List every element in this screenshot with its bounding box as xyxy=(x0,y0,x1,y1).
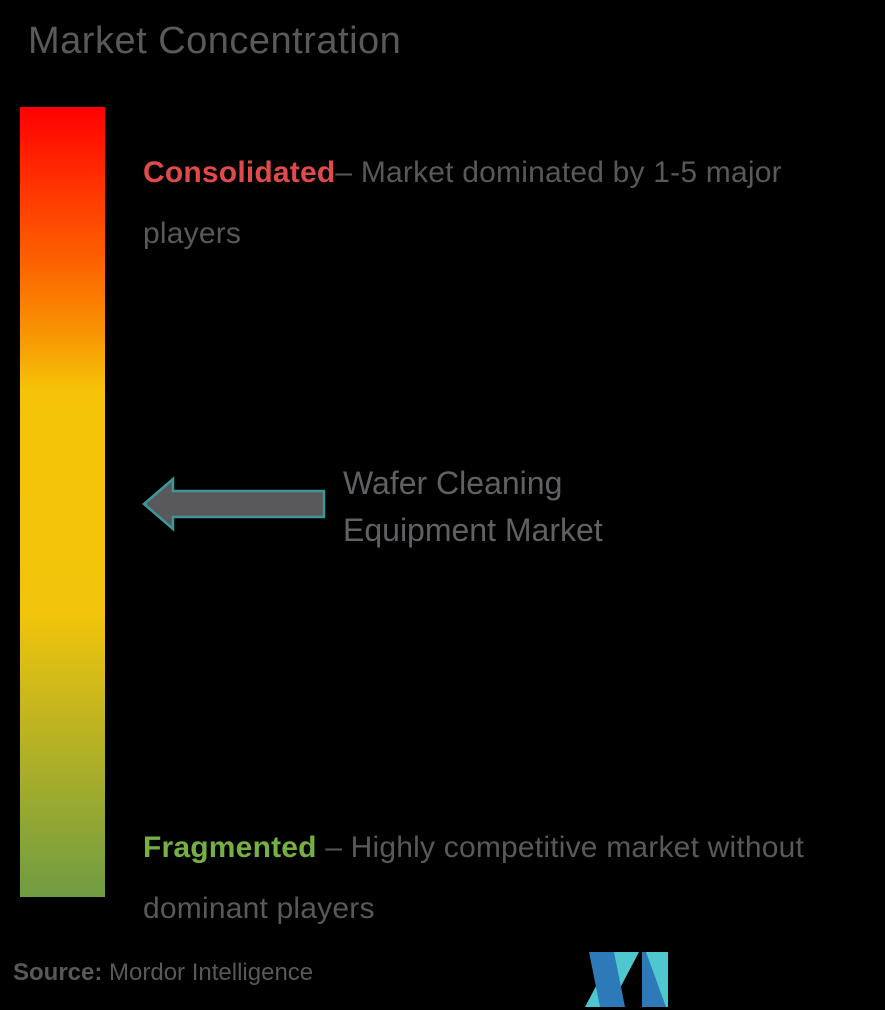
concentration-gradient-bar xyxy=(20,107,105,897)
source-attribution: Source: Mordor Intelligence xyxy=(13,959,313,987)
consolidated-term: Consolidated xyxy=(143,156,336,189)
fragmented-description: Fragmented – Highly competitive market w… xyxy=(143,817,848,939)
page-title: Market Concentration xyxy=(28,20,402,62)
consolidated-description: Consolidated– Market dominated by 1-5 ma… xyxy=(143,142,848,264)
mordor-intelligence-logo xyxy=(585,952,668,1007)
source-label: Source: xyxy=(13,959,103,986)
consolidated-text: – Market dominated by 1-5 major players xyxy=(143,156,782,250)
fragmented-term: Fragmented xyxy=(143,831,317,864)
left-arrow-icon xyxy=(142,476,326,532)
market-marker-label: Wafer Cleaning Equipment Market xyxy=(343,465,603,548)
source-value: Mordor Intelligence xyxy=(102,959,314,986)
fragmented-text: – Highly competitive market without domi… xyxy=(143,831,805,925)
